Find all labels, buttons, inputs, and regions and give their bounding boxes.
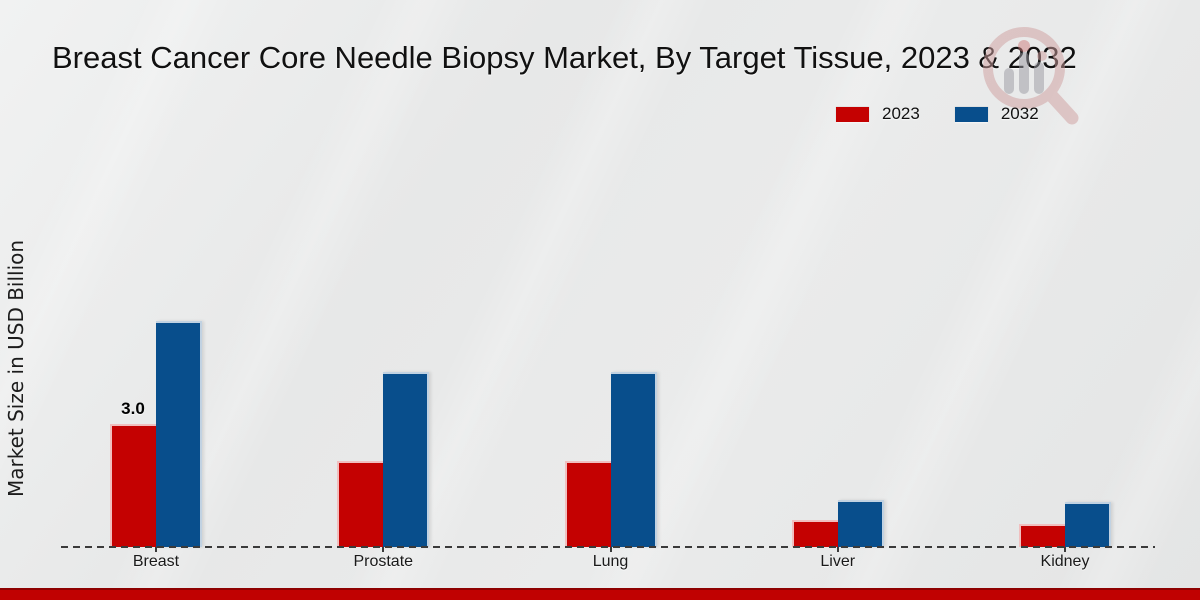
legend: 2023 2032 [836,104,1039,124]
chart-title: Breast Cancer Core Needle Biopsy Market,… [52,40,1077,75]
legend-item-2032: 2032 [954,104,1039,124]
x-label-prostate: Prostate [353,553,414,570]
bar-liver-2032 [837,499,884,547]
bar-kidney-2023 [1019,524,1065,547]
market-research-logo-watermark [972,18,1090,138]
bar-kidney-2032 [1065,501,1111,547]
x-label-breast: Breast [132,553,180,570]
x-label-lung: Lung [592,553,629,570]
x-label-liver: Liver [820,553,856,570]
x-axis-baseline [61,546,1155,548]
bar-breast-2032 [156,320,202,547]
x-tick-lung [609,547,612,552]
bar-value-breast-2023: 3.0 [121,399,145,419]
x-tick-breast [155,547,157,552]
legend-swatch-2023 [836,106,869,122]
bar-breast-2023 [110,423,156,547]
x-tick-kidney [1064,547,1066,552]
x-tick-prostate [382,547,385,552]
magnifier-chart-logo-icon [983,27,1079,125]
bar-prostate-2032 [383,372,430,547]
footer-bar [0,588,1200,600]
legend-swatch-2032 [954,106,988,122]
bar-lung-2023 [564,460,611,547]
bar-lung-2032 [610,372,657,547]
bar-prostate-2023 [337,460,384,547]
legend-item-2023: 2023 [836,104,920,124]
legend-label-2023: 2023 [882,104,920,123]
x-tick-liver [836,547,839,552]
bar-liver-2023 [791,520,838,547]
x-label-kidney: Kidney [1040,553,1090,570]
legend-label-2032: 2032 [1000,104,1039,123]
